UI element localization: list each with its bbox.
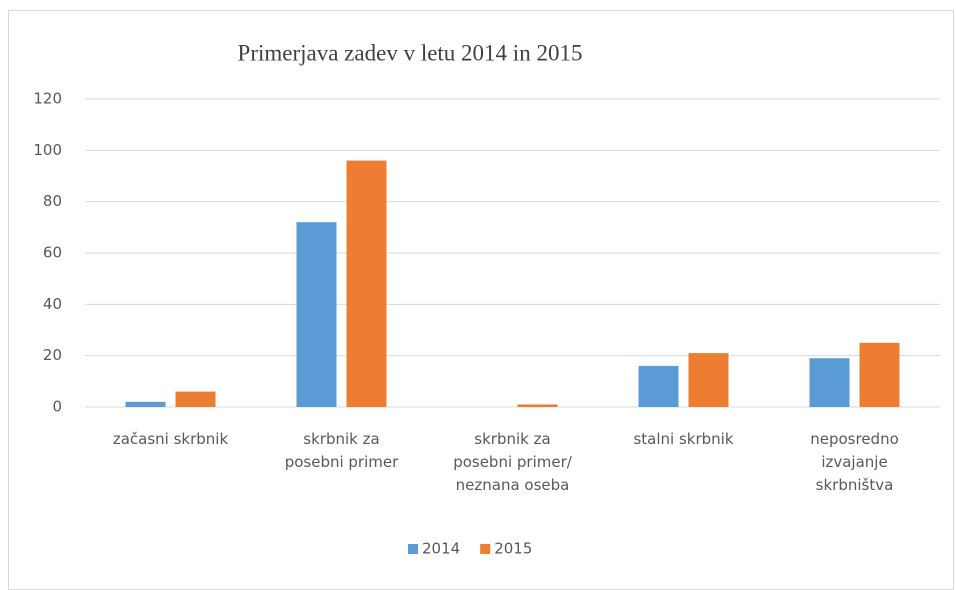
bar (346, 160, 387, 407)
y-tick-label: 100 (33, 141, 62, 159)
bar (296, 222, 337, 407)
legend-swatch (480, 544, 491, 554)
x-tick-label: začasni skrbnik (112, 430, 229, 448)
y-tick-label: 0 (52, 398, 62, 416)
bar (638, 365, 679, 407)
x-tick-label: skrbnik za posebni primer (284, 430, 399, 471)
bar (175, 391, 216, 407)
y-tick-label: 20 (43, 346, 62, 364)
legend-swatch (408, 544, 418, 554)
chart-title: Primerjava zadev v letu 2014 in 2015 (238, 40, 583, 65)
x-tick-label: neposredno izvajanje skrbništva (810, 430, 899, 494)
x-tick-label: stalni skrbnik (633, 430, 734, 448)
bar (125, 401, 166, 407)
bar (859, 342, 900, 407)
bar (809, 358, 850, 407)
bar (688, 353, 729, 407)
x-tick-label: skrbnik za posebni primer/ neznana oseba (453, 430, 572, 494)
y-tick-label: 40 (43, 295, 62, 313)
legend-label: 2015 (494, 540, 532, 558)
y-tick-label: 60 (43, 244, 62, 262)
y-tick-label: 120 (33, 90, 62, 108)
bar (517, 404, 558, 407)
y-tick-label: 80 (43, 192, 62, 210)
legend-label: 2014 (422, 540, 460, 558)
